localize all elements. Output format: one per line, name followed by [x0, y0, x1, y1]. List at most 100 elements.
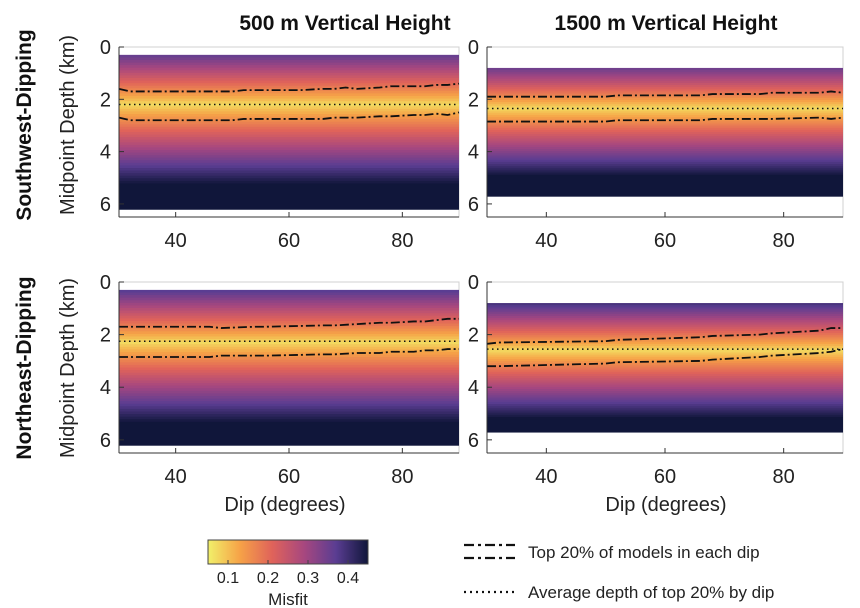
heatmap-cell [119, 406, 459, 410]
heatmap-cell [119, 385, 459, 389]
heatmap-cell [119, 152, 459, 156]
heatmap-cell [487, 132, 843, 135]
heatmap-cell [119, 75, 459, 79]
heatmap-cell [119, 165, 459, 169]
heatmap-cell [119, 108, 459, 113]
heatmap-cell [119, 375, 459, 379]
heatmap-cell [487, 144, 843, 148]
heatmap-cell [487, 106, 843, 110]
x-axis-label-right: Dip (degrees) [605, 494, 726, 516]
heatmap-cell [119, 442, 459, 446]
heatmap-cell [487, 315, 843, 319]
heatmap-cell [119, 80, 459, 84]
heatmap-cell [487, 307, 843, 311]
heatmap-cell [487, 176, 843, 180]
heatmap-cell [119, 162, 459, 167]
y-axis-label-top: Midpoint Depth (km) [57, 35, 79, 215]
heatmap-cell [487, 388, 843, 392]
heatmap-cell [487, 78, 843, 82]
heatmap-cell [487, 187, 843, 191]
heatmap-cell [487, 95, 843, 99]
heatmap-cell [487, 193, 843, 197]
column-title-1500m: 1500 m Vertical Height [555, 12, 778, 35]
heatmap-cell [487, 419, 843, 422]
heatmap-cell [119, 401, 459, 405]
colorbar-tick-label: 0.3 [297, 570, 319, 587]
heatmap-cell [119, 424, 459, 428]
heatmap-cell [119, 155, 459, 159]
heatmap-cell [119, 77, 459, 82]
heatmap-cell [119, 432, 459, 436]
heatmap-cell [487, 365, 843, 369]
heatmap-cell [119, 305, 459, 309]
x-tick-label: 80 [773, 230, 795, 252]
heatmap-cell [487, 346, 843, 349]
heatmap-cell [119, 333, 459, 338]
heatmap-cell [487, 404, 843, 407]
heatmap-cell [487, 311, 843, 315]
y-tick-label: 0 [468, 272, 479, 294]
y-tick-label: 2 [100, 325, 111, 347]
heatmap-cell [119, 157, 459, 161]
heatmap-cell [119, 395, 459, 400]
heatmap-cell [487, 361, 843, 364]
heatmap-cell [119, 98, 459, 102]
heatmap-cell [119, 62, 459, 66]
heatmap-cell [487, 313, 843, 317]
x-axis-label-left: Dip (degrees) [224, 494, 345, 516]
heatmap-cell [119, 204, 459, 208]
heatmap-cell [119, 344, 459, 348]
heatmap-cell [487, 142, 843, 146]
heatmap-cell [119, 315, 459, 319]
row-title-northeast: Northeast-Dipping [13, 276, 36, 459]
top20-lower-line [487, 116, 844, 123]
x-tick-label: 60 [654, 466, 676, 488]
heatmap-cell [487, 183, 843, 186]
heatmap-cell [487, 159, 843, 163]
heatmap-cell [119, 331, 459, 335]
heatmap-cell [119, 103, 459, 107]
heatmap-cell [487, 341, 843, 345]
heatmap-cell [119, 434, 459, 438]
heatmap-cell [487, 408, 843, 412]
heatmap-cell [487, 114, 843, 118]
heatmap-cell [119, 411, 459, 415]
heatmap-cell [119, 193, 459, 197]
heatmap-cell [487, 91, 843, 95]
heatmap-cell [119, 111, 459, 115]
heatmap-cell [487, 67, 843, 71]
heatmap-cell [487, 412, 843, 416]
panel-northeast-1500m: 0 2 4 6 40 60 80 [468, 272, 844, 488]
heatmap-cell [487, 395, 843, 399]
colorbar-tick-label: 0.4 [337, 570, 359, 587]
heatmap-field [119, 289, 459, 446]
heatmap-cell [119, 160, 459, 164]
heatmap-cell [487, 423, 843, 427]
colorbar-label: Misfit [268, 590, 308, 608]
y-tick-label: 6 [100, 194, 111, 216]
heatmap-cell [119, 95, 459, 100]
heatmap-cell [487, 378, 843, 381]
heatmap-cell [119, 90, 459, 95]
heatmap-cell [119, 198, 459, 203]
heatmap-cell [119, 93, 459, 97]
heatmap-cell [487, 303, 843, 306]
heatmap-cell [487, 191, 843, 195]
heatmap-cell [119, 370, 459, 374]
heatmap-cell [487, 70, 843, 73]
top20-lower-line [118, 111, 460, 122]
heatmap-cell [119, 201, 459, 205]
heatmap-cell [119, 297, 459, 301]
heatmap-cell [119, 351, 459, 356]
heatmap-cell [487, 335, 843, 339]
heatmap-cell [487, 358, 843, 362]
heatmap-cell [119, 310, 459, 314]
heatmap-cell [119, 119, 459, 123]
heatmap-cell [119, 439, 459, 444]
heatmap-cell [119, 101, 459, 105]
heatmap-cell [119, 328, 459, 332]
y-tick-label: 4 [468, 377, 479, 399]
panel-southwest-500m: 0 2 4 6 40 60 80 [100, 37, 460, 252]
heatmap-cell [487, 82, 843, 86]
